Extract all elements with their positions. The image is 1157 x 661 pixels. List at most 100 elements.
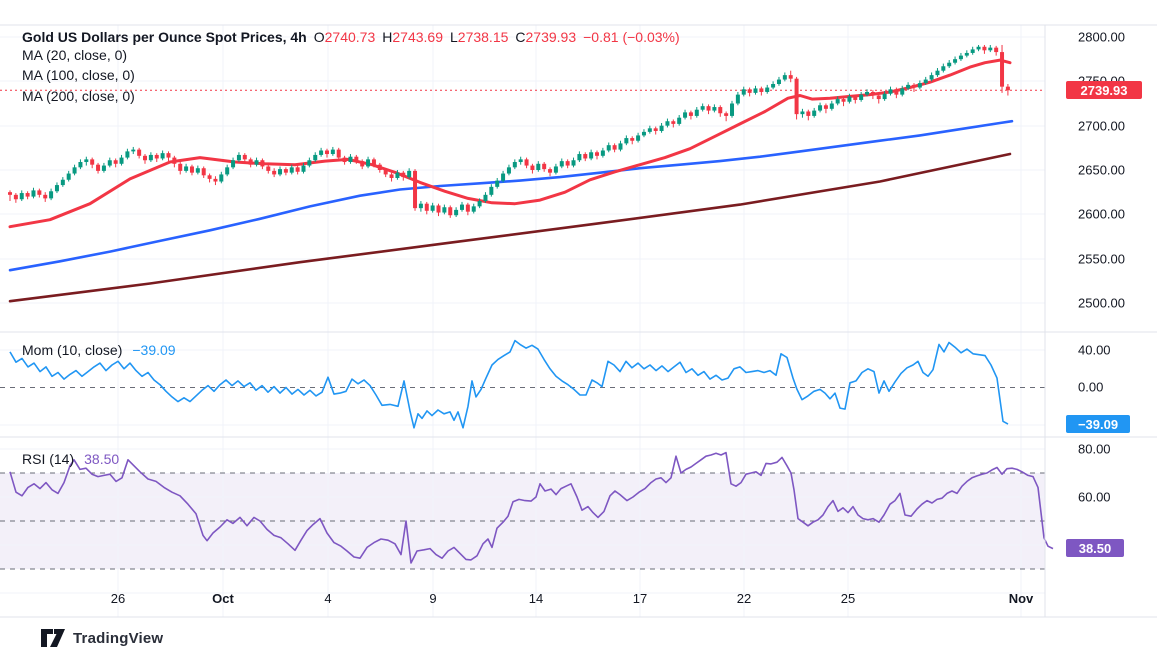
candle-body [712, 107, 717, 111]
time-tick-label: 17 [633, 591, 647, 606]
candle-body [653, 128, 658, 131]
time-tick-label: 14 [529, 591, 543, 606]
candle-body [471, 206, 476, 212]
candle-body [54, 185, 59, 192]
candle-body [31, 190, 36, 197]
candle-body [307, 160, 312, 166]
ma-line-100 [8, 119, 1014, 272]
candle-body [782, 75, 787, 80]
time-tick-label: Oct [212, 591, 234, 606]
momentum-legend[interactable]: Mom (10, close) −39.09 [22, 342, 176, 358]
candle-body [683, 112, 688, 118]
candle-body [301, 165, 306, 172]
candle-body [935, 70, 940, 76]
low-value: 2738.15 [457, 29, 509, 45]
candle-body [125, 151, 130, 158]
candle-body [765, 87, 770, 92]
close-value: 2739.93 [525, 29, 577, 45]
candle-body [389, 174, 394, 178]
candle-body [906, 84, 911, 89]
candle-body [272, 170, 277, 175]
candle-body [354, 156, 359, 162]
candle-body [154, 154, 159, 159]
candle-body [911, 84, 916, 88]
candle-body [888, 89, 893, 94]
candle-body [706, 106, 711, 111]
candle-body [800, 111, 805, 115]
candle-body [225, 167, 230, 175]
candle-body [958, 55, 963, 60]
candle-body [448, 207, 453, 216]
candle-body [612, 145, 617, 150]
candle-body [501, 173, 506, 181]
candle-body [483, 194, 488, 202]
ma-100-legend[interactable]: MA (100, close, 0) [22, 67, 135, 83]
candle-body [213, 178, 218, 182]
candle-body [512, 162, 517, 168]
symbol-title: Gold US Dollars per Ounce Spot Prices, 4… [22, 29, 307, 45]
rsi-legend[interactable]: RSI (14) 38.50 [22, 451, 119, 467]
candle-body [624, 138, 629, 144]
ma-20-legend[interactable]: MA (20, close, 0) [22, 47, 128, 63]
candle-body [395, 172, 400, 178]
candle-body [459, 204, 464, 210]
candle-body [536, 163, 541, 170]
tradingview-logo[interactable]: TradingView [40, 628, 163, 648]
candle-body [131, 149, 136, 152]
time-tick-label: 9 [429, 591, 436, 606]
candle-body [90, 159, 95, 165]
high-value: 2743.69 [392, 29, 443, 45]
price-tick-label: 2800.00 [1078, 30, 1125, 45]
candle-body [835, 99, 840, 104]
candle-body [571, 160, 576, 166]
candle-body [137, 149, 142, 156]
candle-body [195, 168, 200, 173]
candle-body [407, 170, 412, 178]
candle-body [295, 167, 300, 172]
open-label: O [313, 29, 325, 45]
candle-body [231, 160, 236, 168]
candle-body [559, 161, 564, 167]
candle-body [371, 159, 376, 165]
candle-body [876, 95, 881, 100]
ma-200-legend[interactable]: MA (200, close, 0) [22, 88, 135, 104]
candle-body [636, 135, 641, 141]
candle-body [900, 88, 905, 95]
candle-body [260, 160, 265, 167]
rsi-label: RSI (14) [22, 451, 75, 467]
ma-line-200 [8, 152, 1012, 303]
candle-body [823, 105, 828, 109]
candle-body [330, 149, 335, 155]
candle-body [618, 143, 623, 150]
candle-body [377, 164, 382, 170]
candle-body [806, 111, 811, 116]
candle-body [870, 91, 875, 96]
candle-body [283, 169, 288, 173]
candle-body [976, 46, 981, 50]
candle-body [101, 165, 106, 171]
price-scale[interactable] [1045, 25, 1157, 617]
candle-body [606, 145, 611, 151]
candle-body [853, 96, 858, 100]
open-value: 2740.73 [324, 29, 376, 45]
symbol-legend[interactable]: Gold US Dollars per Ounce Spot Prices, 4… [22, 29, 680, 45]
price-tick-label: 2500.00 [1078, 296, 1125, 311]
candle-body [266, 166, 271, 171]
price-tick-label: 2600.00 [1078, 207, 1125, 222]
candle-body [324, 150, 329, 155]
momentum-label: Mom (10, close) [22, 342, 123, 358]
candle-body [841, 99, 846, 102]
candle-body [84, 159, 89, 163]
candle-body [700, 106, 705, 110]
close-label: C [515, 29, 526, 45]
candle-body [313, 154, 318, 161]
candle-body [360, 161, 365, 167]
tradingview-logo-icon [41, 629, 65, 647]
candle-body [49, 191, 54, 199]
candle-body [506, 167, 511, 174]
candle-body [970, 49, 975, 53]
candle-body [66, 173, 71, 180]
candle-body [160, 153, 165, 159]
candle-body [994, 47, 999, 53]
